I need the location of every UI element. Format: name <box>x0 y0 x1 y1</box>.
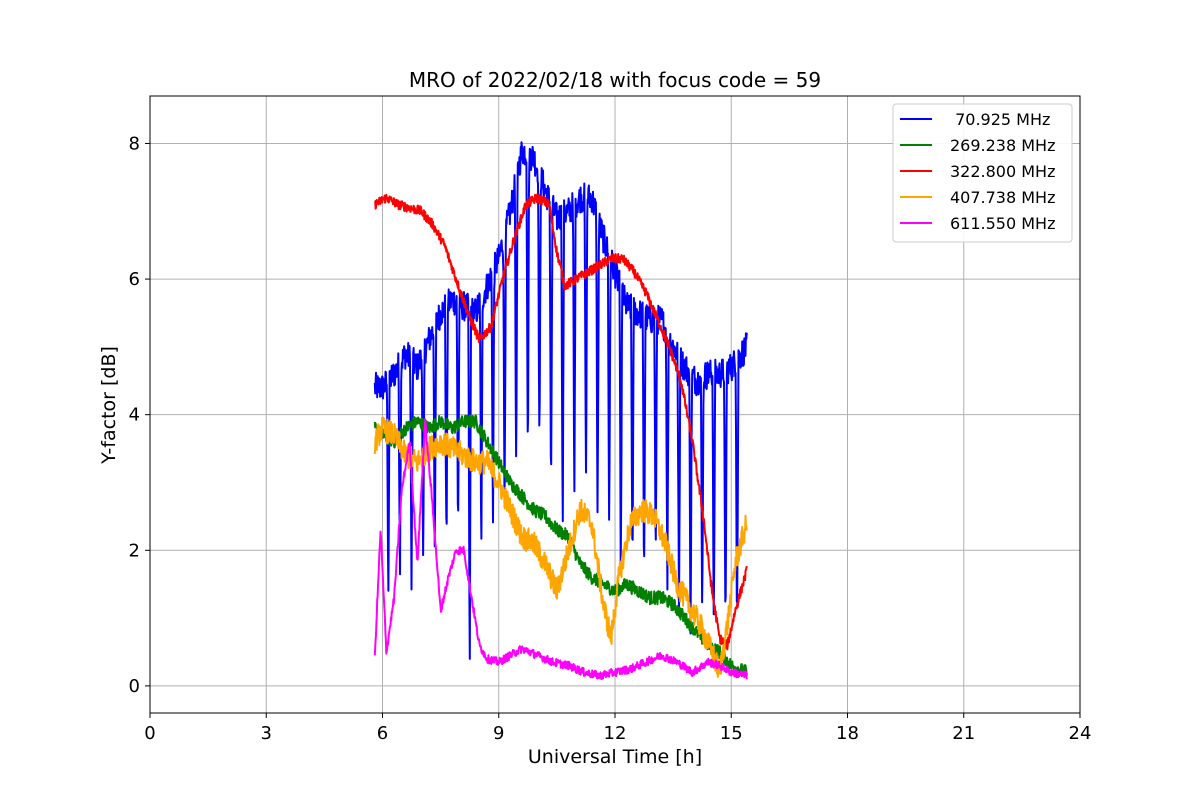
legend-box <box>892 103 1073 243</box>
x-tick-label: 6 <box>377 723 388 744</box>
y-tick-label: 0 <box>129 676 140 697</box>
y-tick-label: 2 <box>129 540 140 561</box>
x-tick-label: 21 <box>952 723 975 744</box>
legend: 70.925 MHz 269.238 MHz 322.800 MHz 407.738 … <box>892 103 1073 243</box>
y-tick-label: 6 <box>129 269 140 290</box>
x-tick-label: 15 <box>720 723 743 744</box>
chart-title: MRO of 2022/02/18 with focus code = 59 <box>409 68 821 92</box>
x-tick-label: 0 <box>144 723 155 744</box>
series-line <box>373 418 748 681</box>
legend-entry: 322.800 MHz <box>950 162 1055 181</box>
series-line <box>373 416 748 678</box>
legend-entry: 70.925 MHz <box>950 110 1050 129</box>
legend-entry: 407.738 MHz <box>950 188 1055 207</box>
y-axis-label: Y-factor [dB] <box>98 346 120 465</box>
legend-entry: 269.238 MHz <box>950 136 1055 155</box>
x-axis-label: Universal Time [h] <box>528 746 702 768</box>
x-tick-label: 24 <box>1069 723 1092 744</box>
series-line <box>374 193 748 651</box>
y-tick-label: 8 <box>129 133 140 154</box>
x-tick-label: 9 <box>493 723 504 744</box>
legend-entry: 611.550 MHz <box>950 214 1055 233</box>
series-line <box>373 414 748 677</box>
series-line <box>373 141 748 660</box>
series-layer <box>373 141 748 681</box>
x-tick-label: 3 <box>261 723 272 744</box>
y-tick-label: 4 <box>129 405 140 426</box>
x-tick-label: 18 <box>836 723 859 744</box>
x-tick-label: 12 <box>604 723 627 744</box>
